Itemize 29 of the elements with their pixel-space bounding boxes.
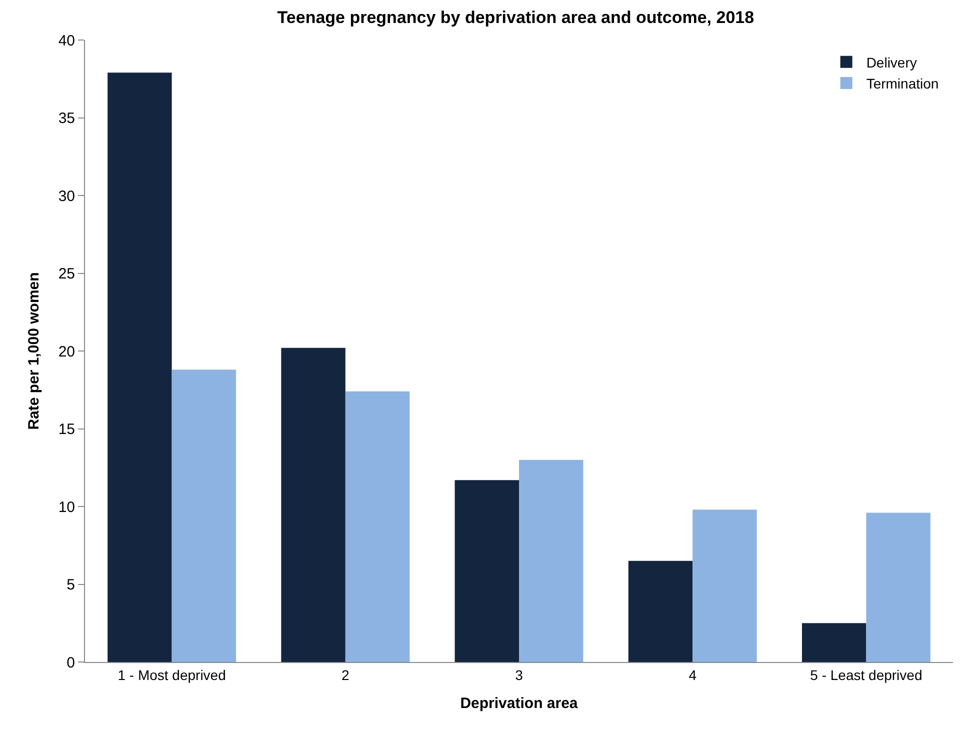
x-tick-label: 5 - Least deprived: [810, 666, 922, 683]
x-tick-label: 2: [342, 666, 350, 683]
bar: [281, 348, 346, 662]
x-tick-label: 3: [515, 666, 524, 683]
bar: [172, 370, 236, 662]
y-tick-label: 0: [66, 654, 75, 672]
y-tick-label: 20: [58, 343, 75, 360]
x-axis-title: Deprivation area: [460, 694, 578, 712]
y-tick-label: 25: [58, 266, 75, 282]
y-tick-label: 30: [58, 188, 75, 205]
bar: [454, 480, 519, 662]
bar: [866, 512, 930, 662]
bar: [108, 72, 172, 662]
legend-label: Delivery: [866, 54, 917, 70]
y-axis-title: Rate per 1,000 women: [26, 272, 43, 430]
bar: [692, 510, 757, 662]
legend-label: Termination: [866, 75, 939, 92]
y-tick-label: 15: [58, 421, 75, 438]
bar: [802, 623, 866, 662]
x-tick-label: 1 - Most deprived: [118, 666, 226, 683]
y-tick-label: 5: [66, 576, 75, 594]
y-tick-label: 10: [58, 498, 75, 516]
bar: [628, 560, 693, 662]
x-tick-label: 4: [688, 666, 697, 683]
bar: [519, 460, 584, 662]
y-tick-label: 40: [58, 32, 75, 50]
y-tick-label: 35: [58, 110, 75, 127]
chart-title: Teenage pregnancy by deprivation area and outcome, 2018: [277, 8, 754, 27]
bar: [345, 391, 410, 662]
